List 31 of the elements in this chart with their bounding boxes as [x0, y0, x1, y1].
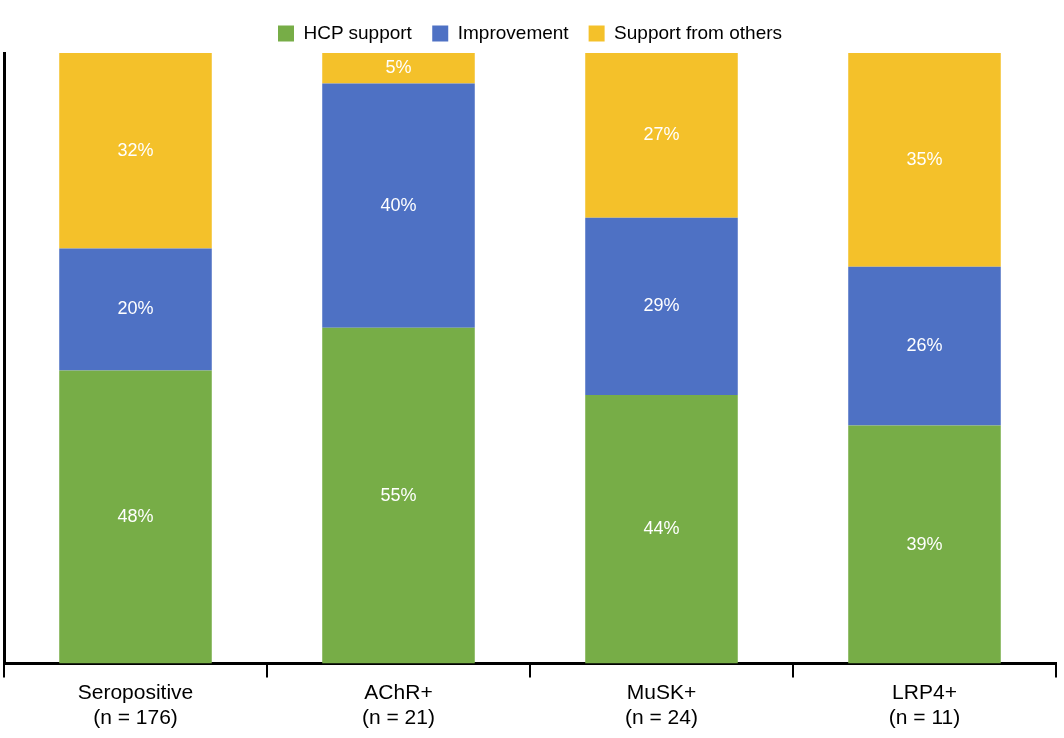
data-label: 39% [906, 533, 943, 554]
bar [59, 370, 212, 664]
data-label: 32% [117, 139, 154, 160]
bar [848, 266, 1001, 426]
bar [585, 53, 738, 218]
x-tick-label: LRP4+ (n = 11) [888, 680, 961, 729]
bar [322, 327, 475, 664]
data-label: 44% [643, 518, 680, 539]
x-tick-label: MuSK+ (n = 24) [625, 680, 698, 729]
data-label: 26% [906, 335, 943, 356]
data-label: 20% [117, 298, 154, 319]
data-label: 35% [906, 148, 943, 169]
legend-label: Improvement [457, 21, 570, 43]
legend-label: Support from others [614, 21, 783, 43]
bar [848, 425, 1001, 664]
data-label: 55% [380, 484, 417, 505]
legend-label: HCP support [303, 21, 413, 43]
bar [585, 217, 738, 395]
bar [322, 53, 475, 84]
data-label: 40% [380, 194, 417, 215]
bar [59, 248, 212, 371]
bar [848, 53, 1001, 267]
data-label: 5% [385, 57, 412, 78]
x-tick-label: AChR+ (n = 21) [362, 680, 435, 729]
data-label: 27% [643, 124, 680, 145]
bar [322, 83, 475, 328]
bar [59, 53, 212, 249]
x-tick-label: Seropositive (n = 176) [77, 680, 194, 729]
bar [585, 394, 738, 664]
data-label: 48% [117, 506, 154, 527]
data-label: 29% [643, 295, 680, 316]
